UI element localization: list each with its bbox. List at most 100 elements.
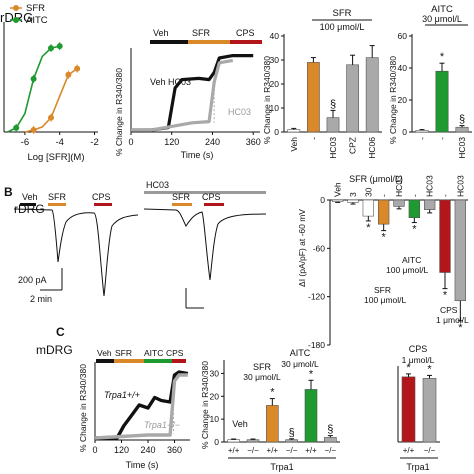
iv-category-label: - <box>379 194 389 197</box>
iv-bar <box>393 199 405 207</box>
c-trace-line-0 <box>95 370 189 440</box>
cps-bar-axis-label: Trpa1 <box>406 462 429 472</box>
sfr-bar-y-tick-label: 20 <box>270 79 280 89</box>
b1-current-trace <box>13 208 139 297</box>
iv-y-tick-label: 0 <box>320 195 325 205</box>
c-bar-bar <box>266 405 279 443</box>
c-bar-y-tick-label: 20 <box>210 391 220 401</box>
scalebar-current-label: 200 pA <box>18 275 47 285</box>
dose-response-chart: -6 -4 -2 Log [SFR](M) SFR AITC <box>3 3 99 163</box>
aitc-bar-significance-mark: § <box>459 114 465 126</box>
sfr-bar-y-tick-label: 0 <box>274 127 279 137</box>
dose-x-tick-label: -2 <box>90 137 98 148</box>
c-bar-significance-mark: * <box>309 368 314 380</box>
c-bar-genotype-label: −/− <box>286 446 298 455</box>
patch-trace-2: HC03 SFR CPS <box>143 180 267 309</box>
iv-star: * <box>443 290 448 302</box>
aitc-bar-category-label: HC03 <box>457 137 467 159</box>
b1-label-sfr: SFR <box>48 192 67 202</box>
cps-bar-significance-mark: * <box>406 362 411 374</box>
iv-category-label: 3 <box>348 192 358 197</box>
b1-label-cps: CPS <box>92 192 111 202</box>
iv-bar <box>408 199 421 219</box>
sfr-bar-y-label: % Change in R340/380 <box>262 56 272 144</box>
iv-callout-aitc: AITC <box>402 255 421 265</box>
trace-y-label: % Change in R340/380 <box>114 68 124 156</box>
dose-point-aitc <box>30 75 37 82</box>
cps-bar-genotype-label: −/− <box>424 446 436 455</box>
calcium-trace-chart: Veh SFR CPS % Change in R340/380 0 120 240… <box>114 28 262 160</box>
c-protocol-veh <box>96 359 114 363</box>
c-protocol-aitc <box>144 359 172 363</box>
b2-bar-cps <box>204 203 224 206</box>
c-trace-y-label: % Change in R340/380 <box>78 364 88 452</box>
sfr-bar-bar <box>365 57 379 133</box>
c-bar-significance-mark: § <box>289 427 295 439</box>
c-bar-y-tick-label: 10 <box>210 414 220 424</box>
iv-y-label: ΔI (pA/pF) at -60 mV <box>297 209 307 287</box>
dose-x-label: Log [SFR](M) <box>27 152 84 163</box>
c-bar-bar <box>285 439 298 443</box>
legend-sfr-marker <box>13 5 19 11</box>
b1-bar-sfr <box>48 203 66 206</box>
dose-point-sfr <box>30 126 37 133</box>
c-bar-bar <box>246 439 260 443</box>
sfr-bar-category-label: HC03 <box>328 137 338 159</box>
b2-bar-sfr <box>172 203 192 206</box>
iv-bar <box>423 199 436 210</box>
iv-y-tick-label: -180 <box>308 340 325 350</box>
aitc-bar-bar <box>455 126 469 133</box>
mdrg-bar-chart: % Change in R340/380 SFR 30 μmol/L AITC … <box>200 348 340 472</box>
trace-line-0 <box>131 54 254 132</box>
c-bar-group-veh: Veh <box>232 419 248 429</box>
protocol-bar-cps <box>230 40 262 44</box>
dose-point-aitc <box>48 45 54 52</box>
c-bar-genotype-label: −/− <box>247 446 259 455</box>
iv-bar <box>362 199 375 217</box>
sfr-bar-significance-mark: § <box>330 98 336 110</box>
protocol-bar-veh <box>150 40 188 44</box>
c-bar-sfr-conc: 30 μmol/L <box>243 372 281 382</box>
c-protocol-label-veh: Veh <box>97 348 112 358</box>
protocol-bar-sfr <box>188 40 230 44</box>
iv-category-label: HC03 <box>455 175 465 197</box>
dose-point-sfr <box>74 65 81 72</box>
sfr-bar-category-label: Veh <box>289 137 299 152</box>
c-trace-x-tick-label: 240 <box>141 445 156 455</box>
c-bar-y-tick-label: 30 <box>210 368 220 378</box>
trace-x-tick-label: 0 <box>128 137 133 147</box>
aitc-bar-bar <box>435 70 449 133</box>
c-bar-significance-mark: § <box>327 424 333 436</box>
sfr-bar-category-label: - <box>308 137 318 140</box>
b2-bar-hc03 <box>144 191 266 194</box>
c-trace-line-1 <box>94 373 188 440</box>
iv-bar <box>347 199 359 203</box>
aitc-bar-y-tick-label: 40 <box>398 63 408 73</box>
c-bar-y-label: % Change in R340/380 <box>200 361 210 449</box>
iv-y-tick-label: -120 <box>308 292 325 302</box>
aitc-bar-conc: 30 μmol/L <box>422 14 462 24</box>
iv-callout-cps-conc: 1 μmol/L <box>436 315 469 325</box>
iv-callout-cps: CPS <box>440 305 458 315</box>
legend-sfr-label: SFR <box>26 3 45 14</box>
c-protocol-label-sfr: SFR <box>115 348 132 358</box>
c-trace-x-label: Time (s) <box>126 460 159 470</box>
iv-category-label: Veh <box>333 182 343 197</box>
protocol-label-cps: CPS <box>236 28 255 38</box>
iv-bar <box>454 199 467 301</box>
b1-label-veh: Veh <box>22 192 38 202</box>
c-protocol-label-cps: CPS <box>166 348 184 358</box>
c-bar-bar <box>324 437 337 443</box>
sfr-bar-y-tick-label: 40 <box>270 31 280 41</box>
aitc-bar-y-tick-label: 0 <box>402 127 407 137</box>
c-bar-bar <box>227 439 240 443</box>
iv-bar <box>331 199 344 202</box>
dose-point-aitc <box>13 124 20 131</box>
legend-aitc-label: AITC <box>26 15 48 26</box>
sfr-bar-category-label: CPZ <box>348 137 358 154</box>
c-bar-genotype-label: +/+ <box>305 446 317 455</box>
legend-aitc-marker <box>13 17 19 23</box>
c-protocol-sfr <box>114 359 144 363</box>
c-trace-x-tick-label: 0 <box>92 445 97 455</box>
